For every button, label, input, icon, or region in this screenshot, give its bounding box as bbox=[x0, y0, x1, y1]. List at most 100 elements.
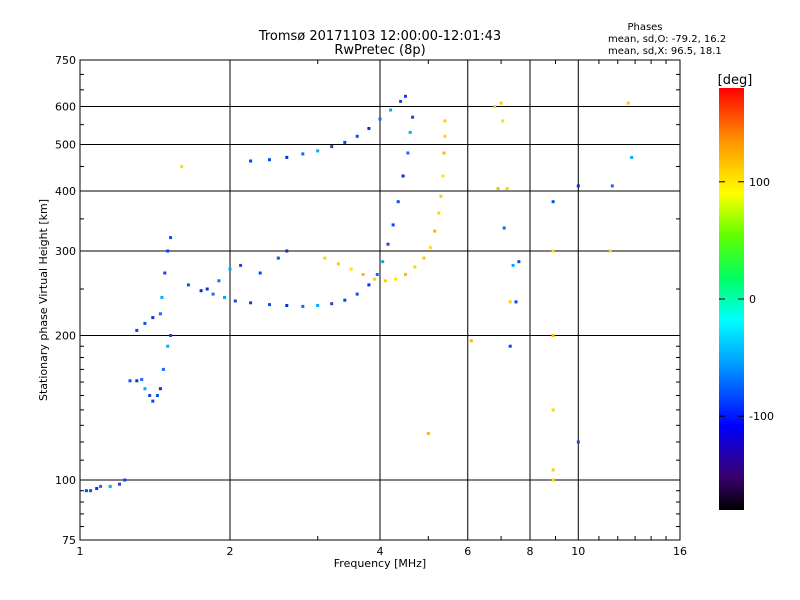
x-tick-label: 4 bbox=[377, 545, 384, 558]
data-point-o bbox=[223, 296, 226, 299]
x-tick-label: 16 bbox=[673, 545, 687, 558]
data-point-x bbox=[443, 119, 447, 123]
data-point-o bbox=[258, 271, 262, 275]
data-point-o bbox=[404, 94, 407, 98]
x-axis-label: Frequency [MHz] bbox=[334, 557, 426, 570]
y-tick-label: 500 bbox=[55, 139, 76, 152]
data-point-o bbox=[205, 287, 209, 291]
data-point-x bbox=[499, 101, 503, 105]
x-tick-label: 2 bbox=[227, 545, 234, 558]
data-point-o bbox=[148, 394, 152, 397]
data-point-o bbox=[408, 130, 412, 134]
grid-lines bbox=[80, 60, 680, 540]
chart-title-line2: RwPretec (8p) bbox=[334, 43, 425, 58]
data-point-x bbox=[608, 249, 612, 253]
data-point-x bbox=[413, 265, 417, 269]
data-point-o bbox=[89, 489, 93, 493]
data-point-x bbox=[551, 334, 555, 337]
data-point-x bbox=[361, 273, 365, 276]
x-tick-label: 6 bbox=[464, 545, 471, 558]
y-tick-label: 200 bbox=[55, 330, 76, 343]
data-point-x bbox=[443, 134, 447, 138]
x-tick-label: 1 bbox=[77, 545, 84, 558]
data-point-o bbox=[199, 289, 203, 293]
data-point-o bbox=[367, 127, 371, 130]
data-point-o bbox=[630, 155, 634, 159]
data-point-o bbox=[378, 117, 382, 121]
data-point-o bbox=[386, 242, 390, 246]
data-point-o bbox=[401, 174, 405, 178]
data-point-o bbox=[155, 394, 159, 397]
data-point-o bbox=[151, 399, 155, 403]
data-point-o bbox=[411, 115, 415, 119]
data-point-x bbox=[323, 256, 327, 260]
data-point-o bbox=[160, 296, 164, 299]
axis-ticks: 1 2 4 6 8 10 16 75 100 200 300 400 500 600 750 bbox=[55, 54, 687, 558]
data-point-x bbox=[180, 165, 184, 168]
data-point-o bbox=[355, 134, 359, 138]
data-point-o bbox=[576, 184, 580, 188]
data-point-x bbox=[383, 279, 387, 283]
data-point-o bbox=[268, 303, 271, 307]
data-point-x bbox=[551, 468, 555, 472]
data-point-x bbox=[404, 273, 407, 276]
data-point-o bbox=[143, 321, 147, 325]
data-point-o bbox=[151, 316, 155, 320]
data-point-o bbox=[166, 249, 170, 253]
data-point-o bbox=[551, 200, 555, 204]
data-point-o bbox=[391, 223, 395, 227]
data-point-o bbox=[367, 283, 371, 287]
data-point-o bbox=[285, 304, 289, 307]
data-point-x bbox=[439, 194, 443, 198]
data-point-o bbox=[316, 149, 320, 153]
stats-header: Phases bbox=[627, 22, 662, 33]
data-point-o bbox=[389, 108, 393, 112]
data-point-o bbox=[249, 301, 253, 305]
data-point-o bbox=[330, 302, 334, 306]
data-point-x bbox=[505, 187, 509, 190]
data-point-o bbox=[84, 489, 88, 493]
plot-frame bbox=[79, 59, 681, 541]
data-point-o bbox=[233, 299, 237, 303]
data-point-o bbox=[217, 279, 221, 283]
data-point-o bbox=[399, 99, 403, 103]
data-point-o bbox=[511, 263, 515, 267]
data-point-o bbox=[406, 151, 410, 155]
colorbar-tick-label: 100 bbox=[749, 176, 770, 189]
data-point-x bbox=[469, 339, 473, 343]
data-point-o bbox=[161, 367, 165, 371]
data-point-o bbox=[502, 226, 506, 230]
x-tick-label: 10 bbox=[571, 545, 585, 558]
data-point-x bbox=[508, 300, 512, 304]
y-tick-label: 750 bbox=[55, 54, 76, 67]
data-point-o bbox=[268, 158, 271, 162]
data-point-o bbox=[343, 140, 347, 144]
data-point-o bbox=[285, 155, 289, 159]
colorbar-tick-label: 0 bbox=[749, 293, 756, 306]
data-point-o bbox=[381, 260, 385, 264]
data-point-o bbox=[316, 304, 320, 307]
data-point-o bbox=[576, 440, 580, 444]
data-point-o bbox=[239, 263, 243, 267]
data-point-o bbox=[517, 260, 521, 264]
data-point-o bbox=[128, 379, 132, 383]
data-point-o bbox=[166, 344, 170, 348]
data-point-x bbox=[437, 211, 441, 215]
data-point-o bbox=[95, 487, 99, 490]
data-point-o bbox=[169, 334, 173, 337]
data-point-o bbox=[610, 184, 614, 188]
data-point-o bbox=[396, 200, 400, 204]
data-point-o bbox=[330, 145, 334, 149]
data-point-x bbox=[349, 267, 353, 271]
data-point-o bbox=[375, 273, 379, 276]
data-point-o bbox=[514, 300, 518, 304]
data-point-x bbox=[501, 119, 505, 123]
data-point-x bbox=[493, 105, 497, 108]
data-point-o bbox=[285, 249, 289, 253]
data-point-x bbox=[496, 187, 500, 190]
data-point-o bbox=[163, 271, 167, 275]
data-point-o bbox=[186, 283, 190, 287]
data-point-x bbox=[336, 262, 340, 266]
data-point-o bbox=[140, 378, 144, 381]
